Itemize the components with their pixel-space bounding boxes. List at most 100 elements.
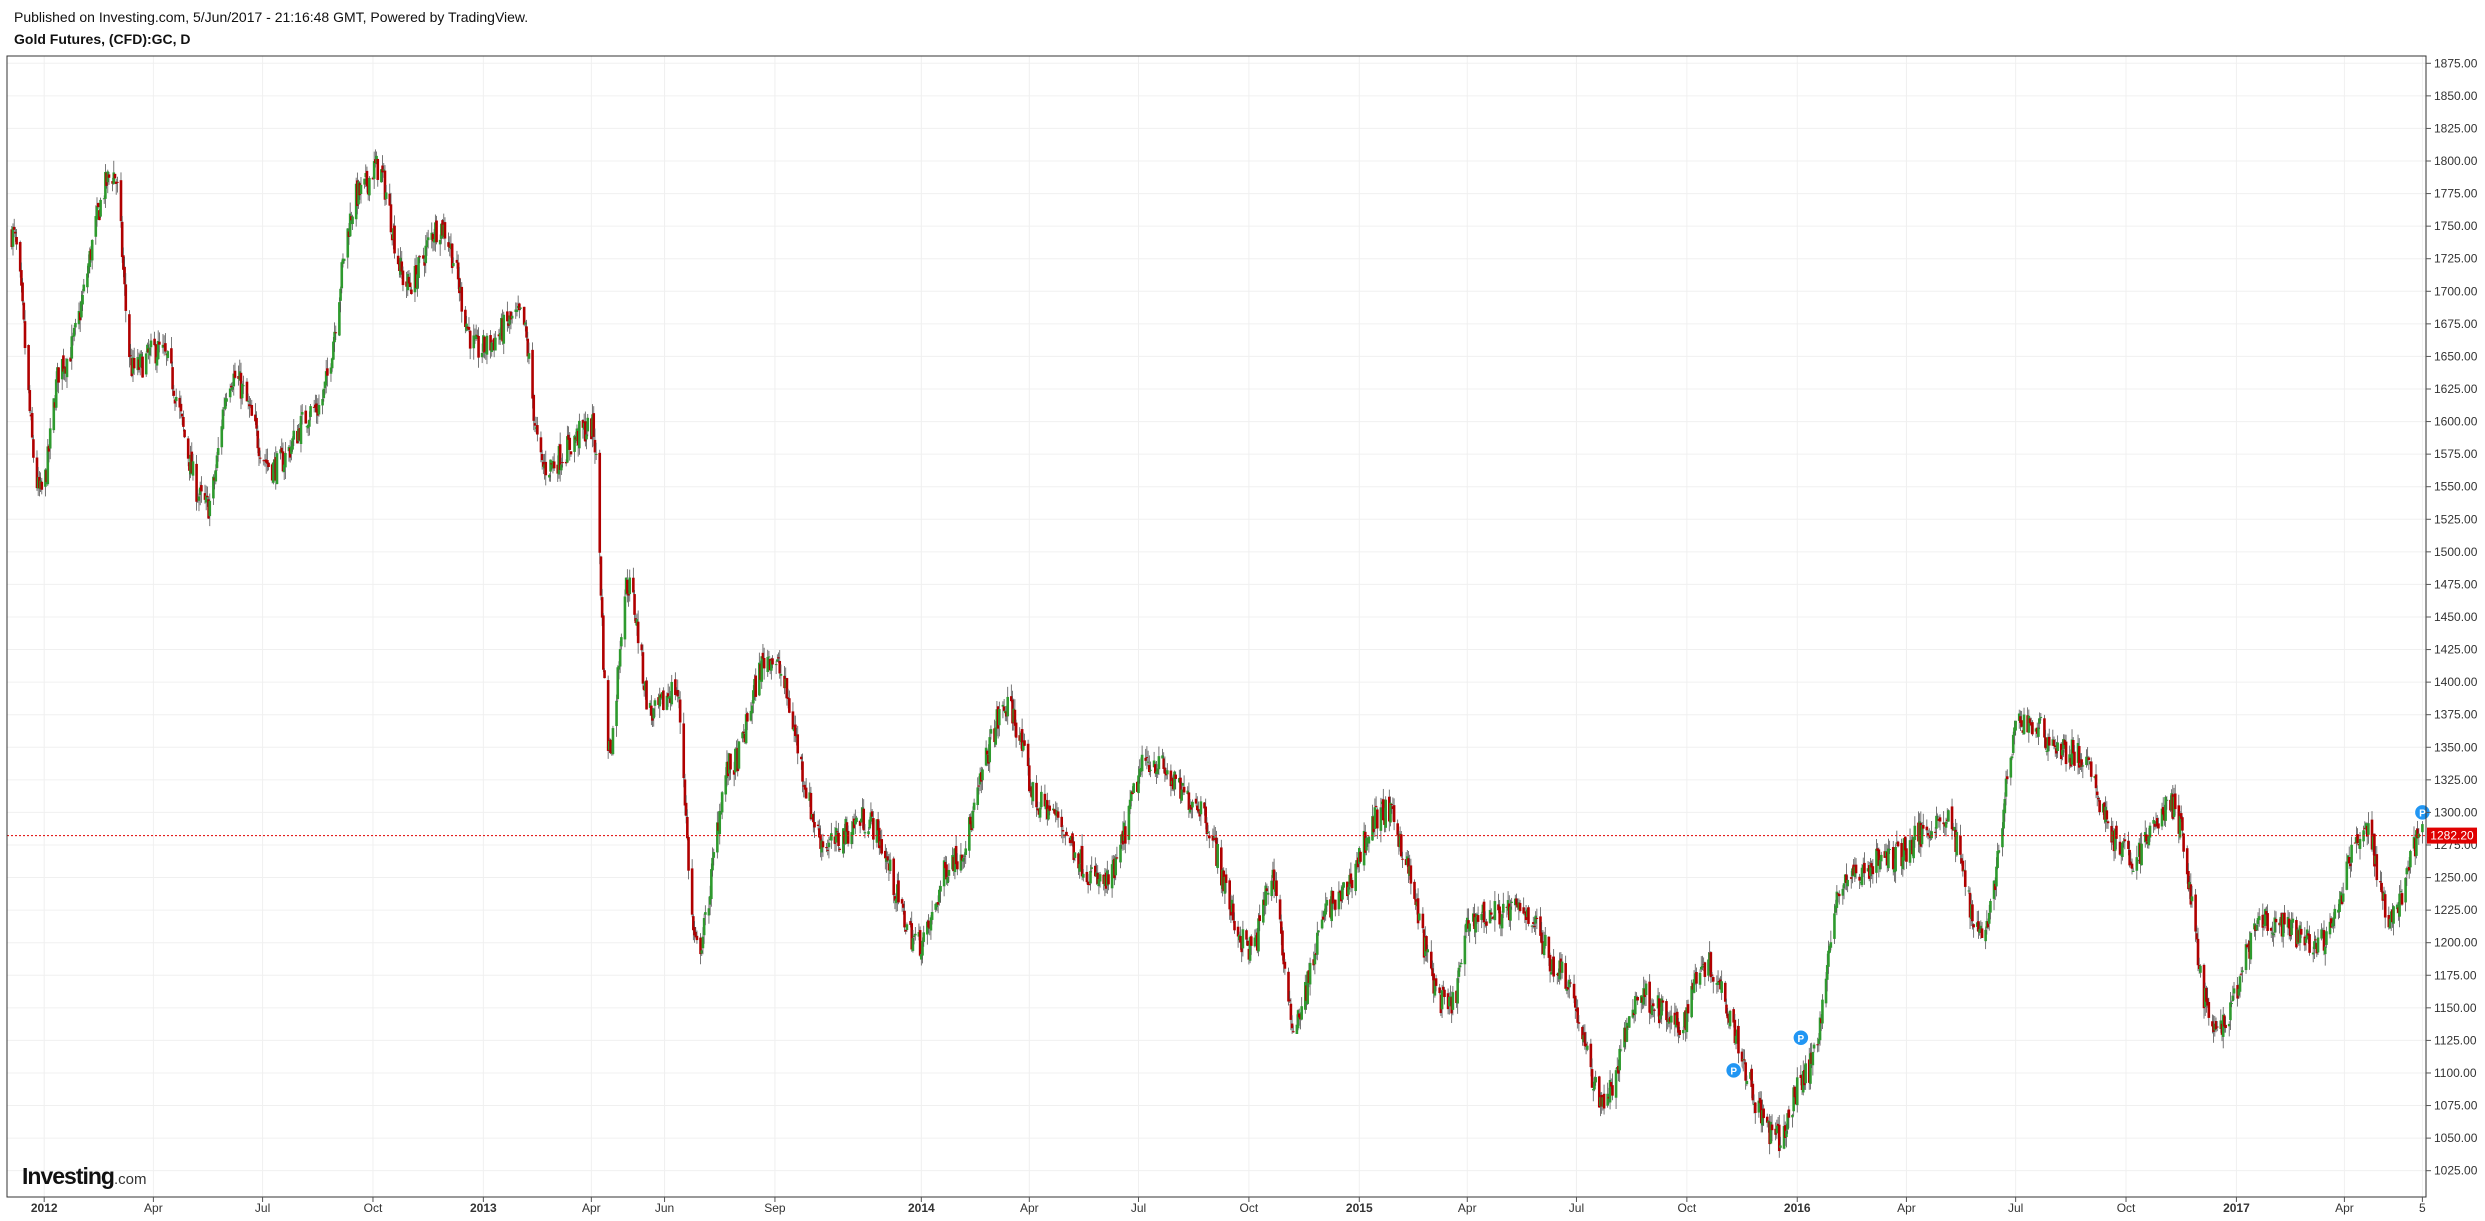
- candle-body: [1942, 822, 1945, 825]
- candle-body: [1552, 956, 1555, 977]
- candle-body: [1390, 803, 1393, 805]
- candle-body: [788, 698, 791, 713]
- x-tick-label: 2013: [470, 1201, 497, 1215]
- candle-body: [960, 854, 964, 861]
- candle-body: [2001, 828, 2004, 848]
- candle-body: [1261, 899, 1265, 923]
- candle-body: [467, 326, 471, 330]
- candle-body: [1196, 805, 1199, 811]
- candle-body: [998, 709, 1001, 726]
- candle-body: [2043, 718, 2046, 738]
- candle-body: [1474, 917, 1477, 933]
- candle-body: [1703, 962, 1707, 977]
- candle-body: [729, 753, 732, 770]
- candle-body: [827, 842, 831, 848]
- candle-body: [1191, 801, 1194, 808]
- candle-body: [1447, 996, 1451, 1007]
- candle-body: [2047, 736, 2051, 746]
- candle-body: [1891, 847, 1895, 870]
- candle-body: [1043, 793, 1047, 807]
- candle-body: [568, 437, 572, 450]
- x-tick-label: 2017: [2223, 1201, 2250, 1215]
- candle-body: [695, 935, 699, 941]
- candle-body: [942, 860, 946, 887]
- candle-body: [1130, 791, 1133, 802]
- candle-body: [1743, 1059, 1746, 1061]
- candle-body: [309, 406, 312, 417]
- candle-body: [803, 784, 807, 790]
- candle-body: [1944, 821, 1948, 828]
- candle-body: [2160, 808, 2164, 827]
- candle-body: [2113, 829, 2117, 851]
- candle-body: [1699, 966, 1703, 970]
- candle-body: [599, 556, 603, 596]
- candle-body: [531, 349, 534, 399]
- candle-body: [1751, 1083, 1755, 1101]
- candle-body: [1547, 936, 1551, 958]
- event-marker[interactable]: P: [1724, 1061, 1743, 1080]
- candle-body: [746, 713, 749, 722]
- candle-body: [1980, 928, 1984, 939]
- candle-body: [2392, 906, 2395, 924]
- y-tick-label: 1350.00: [2434, 740, 2478, 754]
- candle-body: [1542, 942, 1546, 956]
- candle-body: [1065, 831, 1068, 836]
- candle-body: [1002, 706, 1006, 711]
- candle-body: [1811, 1052, 1815, 1066]
- candle-body: [886, 856, 890, 861]
- candle-body: [1818, 1017, 1822, 1041]
- candle-body: [2239, 973, 2243, 975]
- candle-body: [1501, 903, 1505, 913]
- candle-body: [2039, 716, 2043, 718]
- candle-body: [304, 410, 308, 424]
- x-tick-label: 2012: [31, 1201, 58, 1215]
- candle-body: [321, 399, 324, 406]
- candle-body: [1787, 1109, 1791, 1118]
- candle-body: [2272, 933, 2275, 936]
- candle-body: [70, 336, 74, 359]
- candle-body: [868, 819, 872, 829]
- candle-body: [1161, 755, 1164, 759]
- candle-body: [322, 388, 326, 399]
- candle-body: [1248, 937, 1252, 961]
- x-tick-label: Oct: [364, 1201, 383, 1215]
- candle-body: [2118, 841, 2122, 855]
- candle-body: [224, 398, 227, 409]
- candle-body: [2206, 998, 2209, 1006]
- candle-body: [1769, 1121, 1773, 1144]
- candle-body: [1249, 936, 1253, 946]
- candle-body: [1482, 901, 1486, 923]
- event-marker[interactable]: P: [1792, 1029, 1810, 1047]
- candle-body: [1792, 1087, 1795, 1112]
- candle-body: [2211, 1021, 2214, 1027]
- candle-body: [376, 159, 380, 180]
- candle-body: [1094, 865, 1097, 877]
- candle-body: [2367, 823, 2370, 835]
- candle-body: [1317, 930, 1320, 933]
- candle-body: [477, 335, 480, 358]
- candle-body: [935, 902, 939, 908]
- candle-body: [281, 451, 285, 472]
- candle-body: [2388, 919, 2392, 929]
- candle-body: [1182, 786, 1186, 793]
- candle-body: [1698, 972, 1702, 985]
- candle-body: [1205, 822, 1209, 835]
- candle-body: [1549, 972, 1553, 975]
- candle-body: [2147, 835, 2151, 846]
- candle-body: [526, 338, 530, 357]
- candle-body: [1342, 882, 1345, 888]
- candle-body: [1324, 903, 1327, 915]
- candle-body: [2087, 757, 2091, 761]
- candle-body: [1148, 765, 1151, 772]
- candle-body: [144, 353, 148, 375]
- candle-body: [2373, 833, 2376, 867]
- y-tick-label: 1825.00: [2434, 121, 2478, 135]
- x-tick-label: Apr: [1020, 1201, 1039, 1215]
- candle-body: [2089, 761, 2093, 777]
- candle-body: [1962, 869, 1966, 871]
- candle-body: [1921, 824, 1925, 829]
- candle-body: [267, 462, 270, 467]
- candle-body: [308, 419, 311, 427]
- candle-body: [1793, 1086, 1797, 1098]
